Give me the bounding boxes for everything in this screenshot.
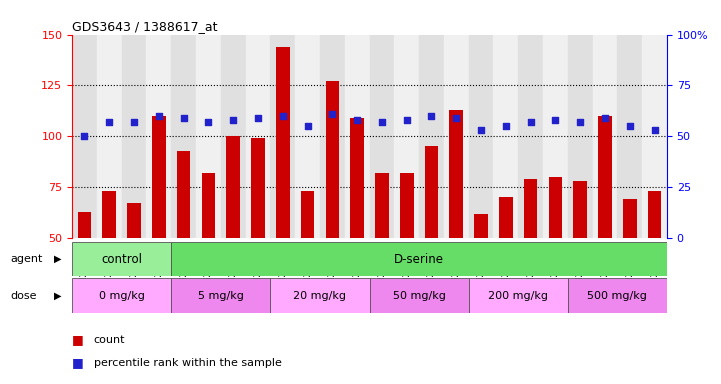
Bar (469, 35, 493, 238)
Bar (122, 35, 146, 238)
Bar (345, 35, 370, 238)
Bar (573, 181, 587, 340)
Point (599, 115, 611, 121)
Point (128, 119, 140, 125)
Text: agent: agent (11, 254, 43, 264)
Bar (295, 35, 320, 238)
Bar (72, 242, 172, 276)
Bar (221, 35, 246, 238)
Text: count: count (94, 335, 125, 345)
Point (425, 113, 437, 119)
Point (79, 133, 90, 139)
Bar (425, 147, 438, 340)
Bar (598, 116, 612, 340)
Bar (172, 278, 270, 313)
Point (178, 115, 190, 121)
Bar (325, 81, 339, 340)
Bar (226, 136, 240, 340)
Bar (449, 110, 463, 340)
Bar (369, 35, 394, 238)
Point (203, 119, 214, 125)
Point (351, 117, 363, 123)
Bar (400, 173, 414, 340)
Point (451, 115, 462, 121)
Point (575, 119, 586, 125)
Bar (593, 35, 617, 238)
Point (302, 123, 314, 129)
Text: 50 mg/kg: 50 mg/kg (393, 291, 446, 301)
Point (500, 123, 512, 129)
Bar (493, 35, 518, 238)
Point (525, 119, 536, 125)
Bar (617, 35, 642, 238)
Bar (246, 35, 270, 238)
Bar (78, 212, 92, 340)
Bar (642, 35, 667, 238)
Bar (369, 278, 469, 313)
Text: ▶: ▶ (54, 254, 61, 264)
Bar (127, 204, 141, 340)
Bar (375, 173, 389, 340)
Point (104, 119, 115, 125)
Text: dose: dose (11, 291, 37, 301)
Text: 5 mg/kg: 5 mg/kg (198, 291, 244, 301)
Bar (97, 35, 122, 238)
Bar (549, 177, 562, 340)
Text: 0 mg/kg: 0 mg/kg (99, 291, 145, 301)
Bar (72, 35, 97, 238)
Bar (444, 35, 469, 238)
Text: 20 mg/kg: 20 mg/kg (293, 291, 347, 301)
Bar (523, 179, 537, 340)
Bar (270, 278, 369, 313)
Bar (320, 35, 345, 238)
Point (549, 117, 561, 123)
Point (277, 113, 288, 119)
Bar (474, 214, 488, 340)
Bar (276, 47, 290, 340)
Bar (419, 35, 444, 238)
Bar (647, 191, 661, 340)
Point (376, 119, 388, 125)
Bar (543, 35, 568, 238)
Text: 500 mg/kg: 500 mg/kg (588, 291, 647, 301)
Point (649, 127, 660, 133)
Bar (623, 199, 637, 340)
Bar (146, 35, 172, 238)
Bar (270, 35, 295, 238)
Bar (394, 35, 419, 238)
Text: D-serine: D-serine (394, 253, 444, 266)
Bar (177, 151, 190, 340)
Bar (350, 118, 364, 340)
Bar (202, 173, 216, 340)
Point (475, 127, 487, 133)
Bar (196, 35, 221, 238)
Text: percentile rank within the sample: percentile rank within the sample (94, 358, 282, 368)
Text: ▶: ▶ (54, 291, 61, 301)
Point (624, 123, 635, 129)
Point (227, 117, 239, 123)
Point (327, 111, 338, 117)
Text: GDS3643 / 1388617_at: GDS3643 / 1388617_at (72, 20, 218, 33)
Bar (251, 138, 265, 340)
Bar (102, 191, 116, 340)
Bar (499, 197, 513, 340)
Bar (469, 278, 568, 313)
Text: ■: ■ (72, 356, 84, 369)
Point (401, 117, 412, 123)
Point (252, 115, 264, 121)
Bar (568, 278, 667, 313)
Bar (568, 35, 593, 238)
Bar (72, 278, 172, 313)
Bar (152, 116, 166, 340)
Bar (172, 35, 196, 238)
Bar (518, 35, 543, 238)
Bar (301, 191, 314, 340)
Text: 200 mg/kg: 200 mg/kg (488, 291, 548, 301)
Point (153, 113, 164, 119)
Bar (172, 242, 667, 276)
Text: ■: ■ (72, 333, 84, 346)
Text: control: control (101, 253, 142, 266)
